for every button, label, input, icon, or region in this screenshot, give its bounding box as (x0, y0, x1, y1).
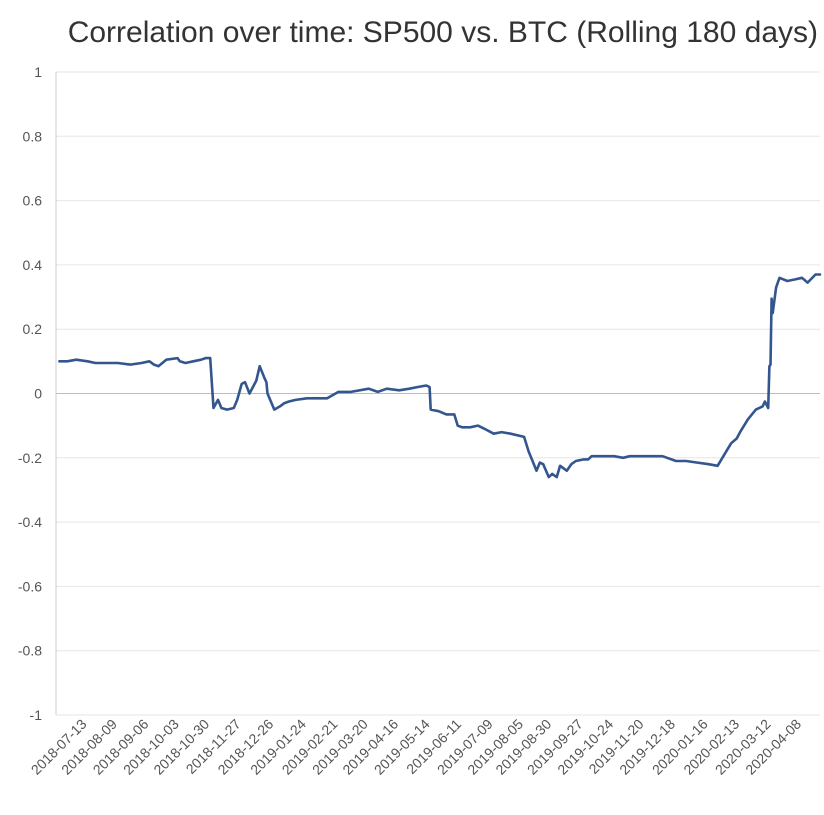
y-tick-label: -1 (30, 707, 43, 723)
y-tick-label: -0.4 (18, 514, 42, 530)
y-tick-label: 0.4 (23, 257, 43, 273)
y-tick-label: 1 (34, 64, 42, 80)
gridlines (56, 71, 820, 716)
series-layer (58, 273, 822, 479)
y-tick-label: 0.8 (23, 128, 43, 144)
y-tick-label: -0.6 (18, 578, 42, 594)
y-tick-label: 0.2 (23, 321, 43, 337)
y-axis-ticks: 1 0.8 0.6 0.4 0.2 0 -0.2 -0.4 -0.6 -0.8 -1 (18, 64, 42, 723)
y-tick-label: -0.8 (18, 643, 42, 659)
x-axis-ticks: 2018-07-132018-08-092018-09-062018-10-03… (28, 716, 805, 778)
y-tick-label: 0 (34, 386, 42, 402)
y-tick-label: -0.2 (18, 450, 42, 466)
series-line (58, 273, 822, 479)
chart-title: Correlation over time: SP500 vs. BTC (Ro… (67, 16, 818, 49)
y-tick-label: 0.6 (23, 193, 43, 209)
